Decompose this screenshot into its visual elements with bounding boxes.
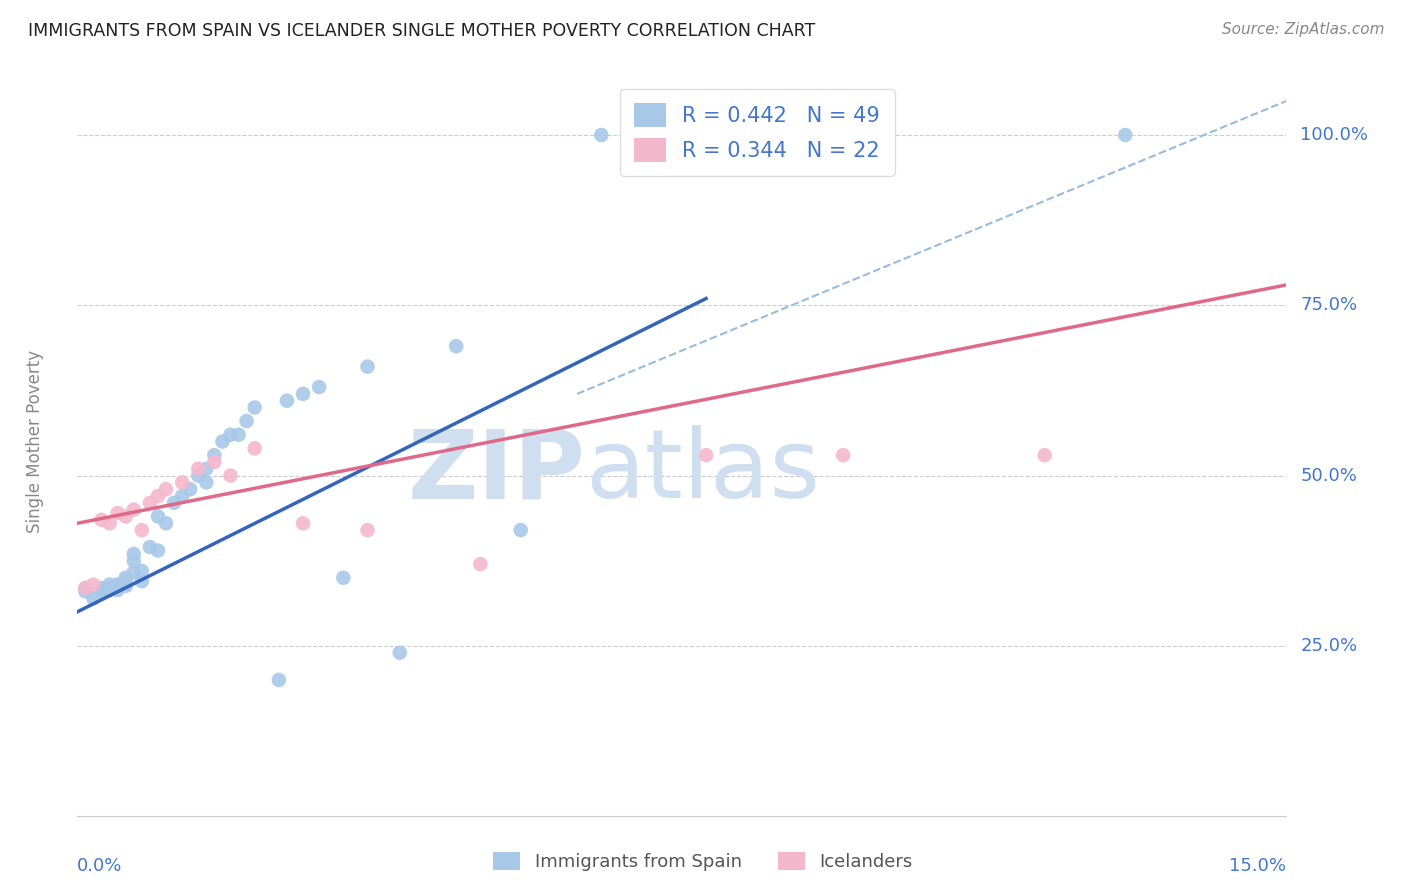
Point bbox=[219, 427, 242, 442]
Point bbox=[179, 482, 201, 496]
Point bbox=[832, 448, 855, 462]
Point bbox=[98, 582, 121, 597]
Legend: R = 0.442   N = 49, R = 0.344   N = 22: R = 0.442 N = 49, R = 0.344 N = 22 bbox=[620, 88, 894, 177]
Point bbox=[163, 496, 186, 510]
Point bbox=[122, 566, 145, 580]
Point bbox=[75, 584, 97, 599]
Text: 100.0%: 100.0% bbox=[1301, 126, 1368, 144]
Point bbox=[107, 506, 129, 520]
Point bbox=[139, 540, 162, 554]
Point bbox=[131, 564, 153, 578]
Point bbox=[202, 448, 225, 462]
Point bbox=[114, 574, 136, 589]
Point bbox=[90, 513, 112, 527]
Point bbox=[139, 496, 162, 510]
Point bbox=[146, 509, 169, 524]
Text: IMMIGRANTS FROM SPAIN VS ICELANDER SINGLE MOTHER POVERTY CORRELATION CHART: IMMIGRANTS FROM SPAIN VS ICELANDER SINGL… bbox=[28, 22, 815, 40]
Point bbox=[1114, 128, 1136, 142]
Point bbox=[155, 516, 177, 531]
Point bbox=[695, 448, 717, 462]
Point bbox=[114, 579, 136, 593]
Point bbox=[107, 579, 129, 593]
Point bbox=[470, 557, 492, 571]
Point bbox=[122, 554, 145, 568]
Point bbox=[82, 577, 104, 591]
Point bbox=[187, 468, 209, 483]
Point bbox=[388, 646, 411, 660]
Point bbox=[211, 434, 233, 449]
Point bbox=[82, 591, 104, 606]
Point bbox=[202, 455, 225, 469]
Text: Source: ZipAtlas.com: Source: ZipAtlas.com bbox=[1222, 22, 1385, 37]
Text: Single Mother Poverty: Single Mother Poverty bbox=[25, 350, 44, 533]
Point bbox=[90, 581, 112, 595]
Text: atlas: atlas bbox=[585, 425, 820, 518]
Point bbox=[114, 576, 136, 591]
Text: 15.0%: 15.0% bbox=[1229, 857, 1286, 875]
Point bbox=[195, 475, 218, 490]
Point bbox=[292, 516, 315, 531]
Point bbox=[131, 574, 153, 589]
Point bbox=[172, 489, 194, 503]
Text: 50.0%: 50.0% bbox=[1301, 467, 1357, 484]
Point bbox=[235, 414, 257, 428]
Point bbox=[107, 582, 129, 597]
Point bbox=[243, 401, 266, 415]
Point bbox=[444, 339, 467, 353]
Point bbox=[671, 128, 693, 142]
Point bbox=[509, 523, 531, 537]
Text: 0.0%: 0.0% bbox=[77, 857, 122, 875]
Text: 25.0%: 25.0% bbox=[1301, 637, 1358, 655]
Point bbox=[195, 462, 218, 476]
Point bbox=[219, 468, 242, 483]
Point bbox=[122, 547, 145, 561]
Point bbox=[146, 543, 169, 558]
Point bbox=[356, 523, 378, 537]
Point bbox=[146, 489, 169, 503]
Point bbox=[75, 581, 97, 595]
Point bbox=[292, 387, 315, 401]
Point bbox=[114, 571, 136, 585]
Text: ZIP: ZIP bbox=[408, 425, 585, 518]
Point bbox=[107, 577, 129, 591]
Point bbox=[243, 442, 266, 456]
Point bbox=[308, 380, 330, 394]
Point bbox=[187, 462, 209, 476]
Point bbox=[276, 393, 298, 408]
Point bbox=[98, 516, 121, 531]
Point bbox=[131, 523, 153, 537]
Point bbox=[267, 673, 290, 687]
Point bbox=[172, 475, 194, 490]
Point bbox=[155, 482, 177, 496]
Point bbox=[98, 577, 121, 591]
Point bbox=[228, 427, 250, 442]
Point bbox=[356, 359, 378, 374]
Point bbox=[90, 586, 112, 600]
Point bbox=[1033, 448, 1056, 462]
Point bbox=[75, 581, 97, 595]
Point bbox=[122, 502, 145, 516]
Point bbox=[114, 509, 136, 524]
Point bbox=[591, 128, 613, 142]
Point bbox=[98, 581, 121, 595]
Text: 75.0%: 75.0% bbox=[1301, 296, 1358, 314]
Point bbox=[90, 584, 112, 599]
Legend: Immigrants from Spain, Icelanders: Immigrants from Spain, Icelanders bbox=[486, 845, 920, 879]
Point bbox=[332, 571, 354, 585]
